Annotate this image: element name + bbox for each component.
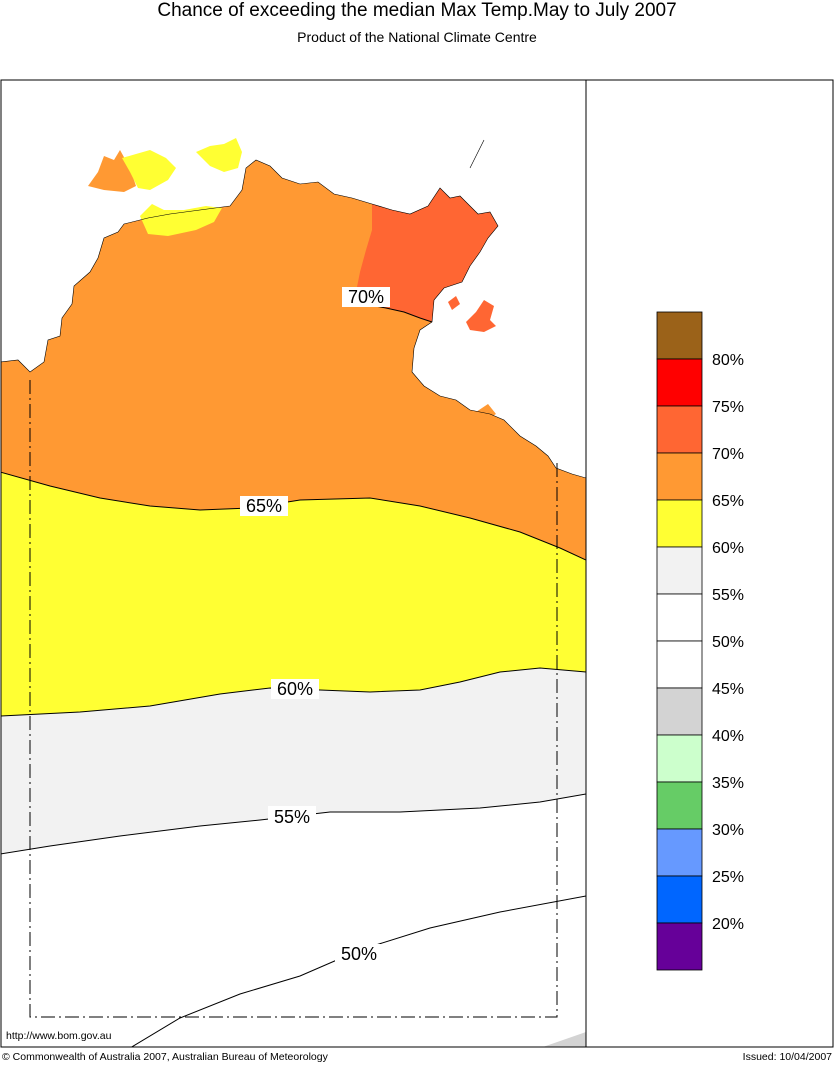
band-45-sliver: [542, 1032, 586, 1047]
band-60: [1, 472, 586, 716]
contour-label-50: 50%: [341, 944, 377, 964]
legend-swatch: [656, 546, 703, 595]
island-yellow-1: [122, 150, 176, 190]
legend-label: 40%: [712, 728, 744, 745]
legend-swatch: [656, 875, 703, 924]
contour-label-55: 55%: [274, 807, 310, 827]
legend-label: 75%: [712, 399, 744, 416]
legend-label: 55%: [712, 587, 744, 604]
band-55: [1, 668, 586, 854]
legend-label: 45%: [712, 681, 744, 698]
copyright-text: © Commonwealth of Australia 2007, Austra…: [2, 1051, 328, 1063]
contour-label-60: 60%: [277, 679, 313, 699]
inlet-line: [469, 139, 485, 169]
legend-label: 65%: [712, 493, 744, 510]
legend-label: 20%: [712, 916, 744, 933]
legend-label: 30%: [712, 822, 744, 839]
island-east-1: [466, 300, 496, 332]
legend-swatch: [656, 311, 703, 360]
legend-label: 80%: [712, 352, 744, 369]
legend-swatch: [656, 499, 703, 548]
legend-swatch: [656, 405, 703, 454]
legend-swatch: [656, 640, 703, 689]
contour-label-70: 70%: [348, 287, 384, 307]
issued-date: Issued: 10/04/2007: [742, 1051, 832, 1063]
map-panel: [1, 138, 586, 1047]
legend: 80% 75% 70% 65% 60% 55% 50% 45% 40% 35% 30% 25% 20%: [656, 311, 744, 971]
land-70-region: [356, 188, 498, 322]
legend-swatch: [656, 734, 703, 783]
contour-60-line: [1, 667, 586, 717]
legend-label: 50%: [712, 634, 744, 651]
legend-swatch: [656, 358, 703, 407]
legend-swatch: [656, 452, 703, 501]
region-boundary: [29, 380, 558, 1018]
url-label: http://www.bom.gov.au: [6, 1030, 112, 1042]
contour-label-65: 65%: [246, 496, 282, 516]
legend-swatch: [656, 828, 703, 877]
legend-label: 25%: [712, 869, 744, 886]
contour-50-line: [130, 895, 586, 1047]
contour-65-line: [1, 471, 586, 561]
legend-swatch: [656, 781, 703, 830]
island-east-2: [448, 296, 460, 310]
legend-swatch: [656, 922, 703, 971]
coastline: [1, 159, 586, 479]
map-subtitle: Product of the National Climate Centre: [297, 29, 537, 45]
island-east-3: [476, 404, 496, 420]
legend-label: 35%: [712, 775, 744, 792]
map-title: Chance of exceeding the median Max Temp.…: [157, 0, 677, 21]
legend-swatch: [656, 687, 703, 736]
legend-label: 60%: [712, 540, 744, 557]
legend-swatch: [656, 593, 703, 642]
legend-label: 70%: [712, 446, 744, 463]
contour-labels: 70% 65% 60% 55% 50%: [240, 287, 390, 964]
island-yellow-3: [140, 204, 222, 236]
island-yellow-2: [196, 138, 242, 172]
legend-frame: [585, 79, 834, 1048]
